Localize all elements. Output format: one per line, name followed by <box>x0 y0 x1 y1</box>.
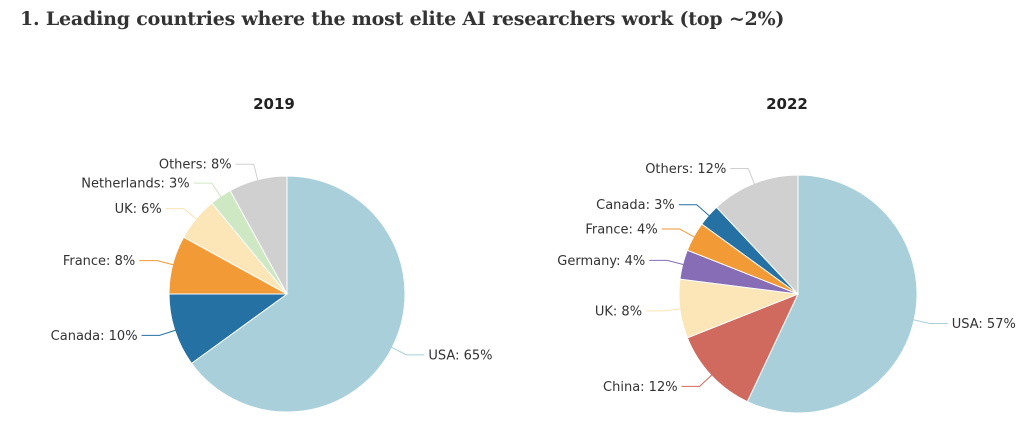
slice-label-2022-france: France: 4% <box>585 222 657 237</box>
leader-line-2022-canada <box>678 204 711 218</box>
leader-line-2022-usa <box>912 319 948 324</box>
leaders-2022 <box>646 167 948 387</box>
leader-line-2022-china <box>681 373 714 387</box>
labels-2019: USA: 65% Canada: 10% France: 8% UK: 6% Nethe… <box>51 158 493 364</box>
leader-line-2019-netherlands <box>193 182 223 199</box>
leader-line-2019-uk <box>165 208 198 221</box>
leaders-2019 <box>139 163 425 356</box>
leader-line-2019-canada <box>141 329 177 336</box>
slice-label-2022-canada: Canada: 3% <box>596 198 675 213</box>
slice-label-2022-china: China: 12% <box>603 380 678 395</box>
chart-title-2022: 2022 <box>766 95 808 113</box>
leader-line-2019-others <box>235 163 259 182</box>
slice-label-2019-netherlands: Netherlands: 3% <box>81 177 189 192</box>
slice-label-2019-canada: Canada: 10% <box>51 329 138 344</box>
page-title: 1. Leading countries where the most elit… <box>20 8 785 30</box>
slice-label-2019-france: France: 8% <box>63 254 135 269</box>
leader-line-2022-others <box>730 167 756 186</box>
chart-title-2019: 2019 <box>253 95 295 113</box>
leader-line-2022-uk <box>646 308 682 312</box>
leader-line-2022-germany <box>649 259 685 266</box>
slice-label-2019-usa: USA: 65% <box>428 348 492 363</box>
leader-line-2019-france <box>139 260 175 266</box>
slice-label-2022-uk: UK: 8% <box>595 304 642 319</box>
leader-line-2019-usa <box>390 346 425 356</box>
slice-label-2019-uk: UK: 6% <box>115 202 162 217</box>
slice-label-2022-usa: USA: 57% <box>952 317 1016 332</box>
slice-label-2019-others: Others: 8% <box>159 158 232 173</box>
leader-line-2022-france <box>661 228 696 239</box>
slice-label-2022-others: Others: 12% <box>645 162 726 177</box>
slices-2022 <box>678 174 918 414</box>
labels-2022: USA: 57% China: 12% UK: 8% Germany: 4% Franc… <box>557 162 1016 395</box>
slice-label-2022-germany: Germany: 4% <box>557 254 645 269</box>
